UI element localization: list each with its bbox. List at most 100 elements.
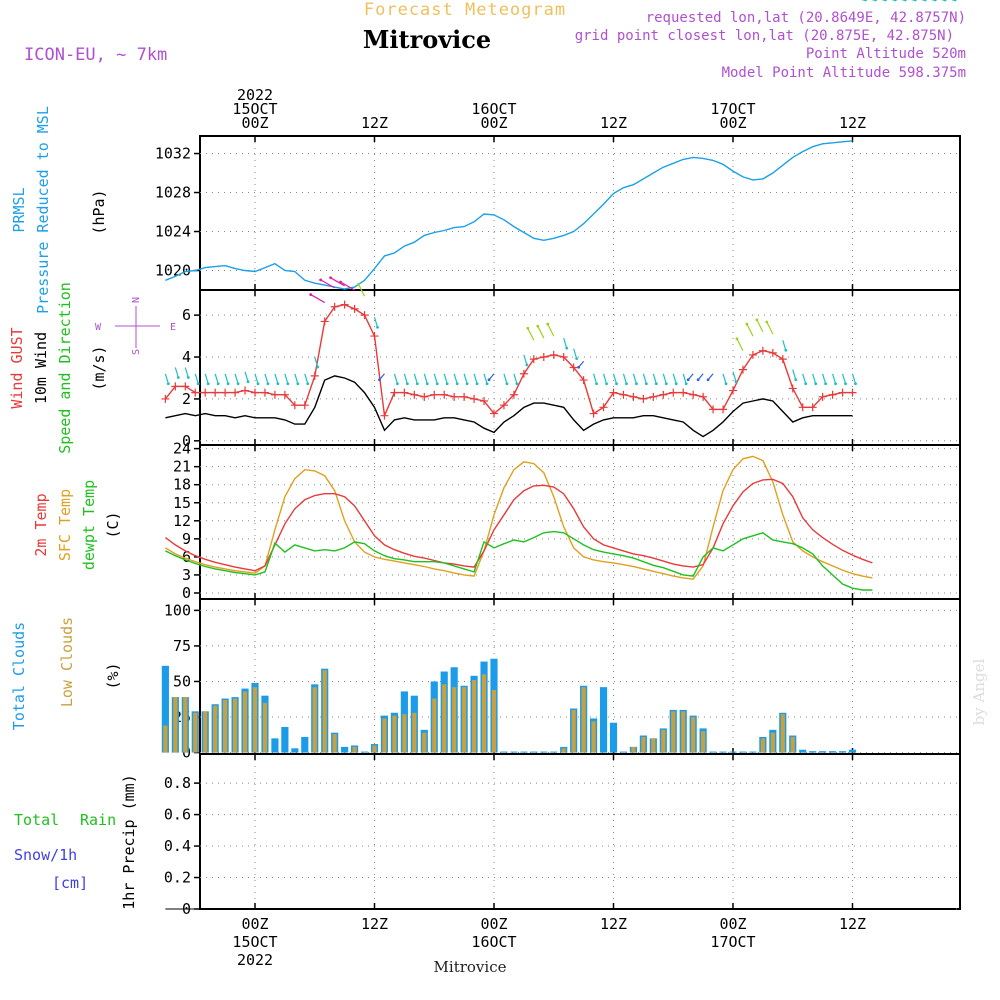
wind-arrow-head (814, 382, 818, 386)
total-clouds-bar (848, 749, 857, 753)
wind-arrow (802, 373, 807, 384)
wind-arrow (672, 373, 677, 384)
wind-arrow-head (834, 382, 837, 386)
panel-wind: 0 2 4 6 (182, 289, 961, 450)
wind-arrow-head (525, 363, 529, 367)
wind-arrow (433, 373, 438, 384)
low-clouds-bar (173, 697, 178, 753)
panels: 1020102410281032024603691215182124025507… (155, 0, 961, 918)
wind-arrow-head (696, 378, 700, 382)
precip-tick-label: 0.2 (164, 869, 191, 887)
gust-marker (181, 382, 190, 391)
wind-arrow-head (415, 382, 419, 386)
total-clouds-bar (709, 751, 717, 753)
low-clouds-bar (641, 736, 646, 753)
wind-arrow-head (236, 382, 240, 386)
temp-tick-label: 18 (173, 476, 191, 494)
wind-tick-label: 2 (182, 390, 191, 408)
wind-arrow (602, 373, 608, 384)
wind-arrow-head (854, 382, 857, 386)
gust-marker (778, 355, 787, 364)
wind-arrow (244, 371, 249, 382)
total-label: Total (14, 811, 59, 829)
low-clouds-bar (681, 711, 686, 753)
pressure-tick-label: 1028 (155, 184, 191, 202)
wind-arrow-head (893, 0, 897, 2)
gust-marker (639, 394, 648, 403)
gust-marker (161, 394, 170, 403)
gust-line (164, 303, 853, 419)
total-clouds-bar (281, 726, 289, 753)
wind-arrow (264, 373, 269, 384)
wind-arrow (340, 281, 355, 291)
bottom-time-label: 12Z (600, 915, 627, 933)
gust-marker (808, 403, 817, 412)
wind10m-line (165, 375, 853, 438)
wind-arrow-head (206, 382, 210, 386)
total-clouds-bar (520, 751, 528, 753)
gust-marker (499, 401, 508, 410)
low-clouds-label: Low Clouds (58, 617, 76, 707)
wind-arrow (792, 369, 797, 380)
pressure-label-1: PRMSL (10, 187, 28, 232)
low-clouds-bar (631, 746, 636, 753)
dewpt-label: dewpt Temp (80, 480, 98, 570)
precip-tick-label: 0.6 (164, 806, 191, 824)
wind-arrow-head (844, 382, 847, 386)
clouds-unit: (%) (104, 662, 122, 689)
wind-tick-label: 6 (182, 306, 191, 324)
compass-w: W (95, 322, 102, 333)
low-clouds-bar (412, 712, 417, 753)
wind-arrow-head (296, 382, 300, 386)
top-time-label: 12Z (839, 114, 866, 132)
wind-arrow-head (266, 382, 270, 386)
total-clouds-bar (341, 746, 349, 753)
gust-marker (569, 363, 578, 372)
wind-arrow-head (804, 382, 808, 386)
gust-marker (788, 384, 797, 393)
bottom-time-label: 00Z (719, 915, 746, 933)
wind-arrow-head (505, 382, 509, 386)
gust-marker (470, 394, 479, 403)
bottom-time-label: 15OCT (232, 933, 277, 951)
wind-arrow-head (405, 382, 409, 386)
low-clouds-bar (193, 712, 198, 753)
temp-tick-label: 0 (182, 584, 191, 602)
total-clouds-bar (809, 751, 817, 753)
temp-tick-label: 21 (173, 458, 191, 476)
low-clouds-bar (462, 687, 467, 753)
gust-marker (410, 390, 419, 399)
wind-arrow-head (706, 378, 710, 382)
gust-marker (270, 390, 279, 399)
low-clouds-bar (671, 711, 676, 753)
total-clouds-bar (291, 748, 299, 753)
gust-marker (619, 390, 628, 399)
total-clouds-bar (609, 722, 618, 753)
precip-unit: 1hr Precip (mm) (120, 774, 138, 909)
clouds-tick-label: 75 (173, 637, 191, 655)
wind-arrow (403, 373, 408, 384)
wind-arrow (423, 373, 428, 384)
compass-e: E (170, 322, 176, 333)
wind-arrow-head (686, 378, 690, 382)
bottom-time-label: 17OCT (710, 933, 755, 951)
sfc-temp-line (165, 455, 873, 580)
low-clouds-bar (242, 691, 248, 753)
top-time-label: 17OCT (710, 100, 755, 118)
gust-marker (211, 388, 220, 397)
wind-arrow-head (664, 382, 668, 386)
wind-arrow-head (378, 378, 381, 382)
top-time-label: 12Z (361, 114, 388, 132)
wind-arrow-head (316, 365, 320, 369)
compass-n: N (131, 297, 142, 303)
chart-title: Forecast Meteogram (364, 0, 566, 20)
precip-frame (199, 753, 961, 910)
gust-marker (539, 353, 548, 362)
gust-marker (768, 348, 777, 357)
wind-arrow (593, 373, 598, 384)
wind-arrow-head (943, 0, 947, 2)
gust-marker (529, 355, 538, 364)
wind-arrow-head (176, 376, 180, 379)
low-clouds-bar (203, 711, 208, 753)
